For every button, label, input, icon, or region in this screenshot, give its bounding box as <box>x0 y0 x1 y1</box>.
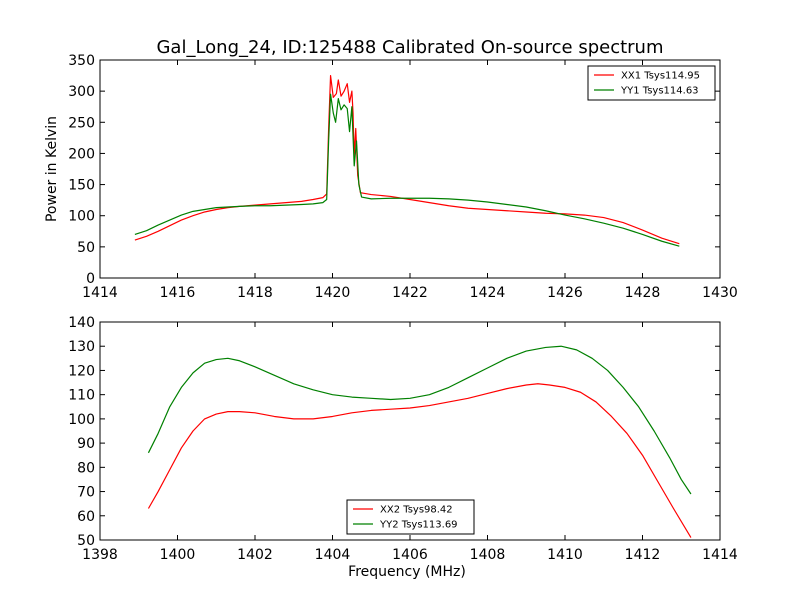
x-tick-label: 1414 <box>82 285 118 301</box>
series-line-1-1 <box>134 74 680 245</box>
x-tick-label: 1412 <box>625 547 661 563</box>
legend-label: YY2 Tsys113.69 <box>379 520 458 531</box>
legend-box <box>346 499 475 535</box>
x-tick-label: 1410 <box>547 547 583 563</box>
y-tick-label: 200 <box>68 146 95 162</box>
x-tick-label: 1400 <box>160 547 196 563</box>
x-tick-label: 1398 <box>82 547 118 563</box>
y-tick-label: 150 <box>68 178 95 194</box>
y-tick-label: 130 <box>68 339 95 355</box>
x-tick-label: 1402 <box>237 547 273 563</box>
series-line-2-2 <box>147 345 692 495</box>
chart-title: Gal_Long_24, ID:125488 Calibrated On-sou… <box>156 37 663 58</box>
y-tick-label: 100 <box>68 209 95 225</box>
y-tick-label: 0 <box>86 271 95 287</box>
legend-label: XX2 Tsys98.42 <box>380 505 453 516</box>
x-tick-label: 1418 <box>237 285 273 301</box>
x-tick-label: 1416 <box>160 285 196 301</box>
y-tick-label: 140 <box>68 315 95 331</box>
y-tick-label: 300 <box>68 84 95 100</box>
x-tick-label: 1426 <box>547 285 583 301</box>
top-panel: 1414 1416 1418 1420 1422 1424 1426 1428 1430 0 50 1… <box>44 53 738 301</box>
y-axis-label: Power in Kelvin <box>44 116 60 222</box>
x-tick-label: 1404 <box>315 547 351 563</box>
bottom-panel: 1398 1400 1402 1404 1406 1408 1410 1412 1414 50 60… <box>68 315 738 580</box>
y-tick-label: 80 <box>77 460 95 476</box>
y-tick-label: 120 <box>68 363 95 379</box>
series-line-1-2 <box>134 93 680 247</box>
x-tick-label: 1424 <box>470 285 506 301</box>
series-line-2-1 <box>147 383 692 538</box>
y-tick-label: 250 <box>68 115 95 131</box>
x-tick-label: 1414 <box>702 547 738 563</box>
y-tick-label: 100 <box>68 412 95 428</box>
x-tick-label: 1408 <box>470 547 506 563</box>
x-tick-label: 1428 <box>625 285 661 301</box>
x-tick-label: 1420 <box>315 285 351 301</box>
x-axis-label: Frequency (MHz) <box>348 564 466 580</box>
y-tick-label: 110 <box>68 388 95 404</box>
legend-label: YY1 Tsys114.63 <box>620 86 699 97</box>
y-tick-label: 70 <box>77 485 95 501</box>
x-tick-label: 1406 <box>392 547 428 563</box>
y-tick-label: 90 <box>77 436 95 452</box>
legend-box <box>587 65 716 101</box>
y-tick-label: 350 <box>68 53 95 69</box>
y-tick-label: 50 <box>77 533 95 549</box>
y-tick-label: 50 <box>77 240 95 256</box>
y-tick-label: 60 <box>77 509 95 525</box>
x-tick-label: 1422 <box>392 285 428 301</box>
legend-label: XX1 Tsys114.95 <box>621 71 700 82</box>
x-tick-label: 1430 <box>702 285 738 301</box>
